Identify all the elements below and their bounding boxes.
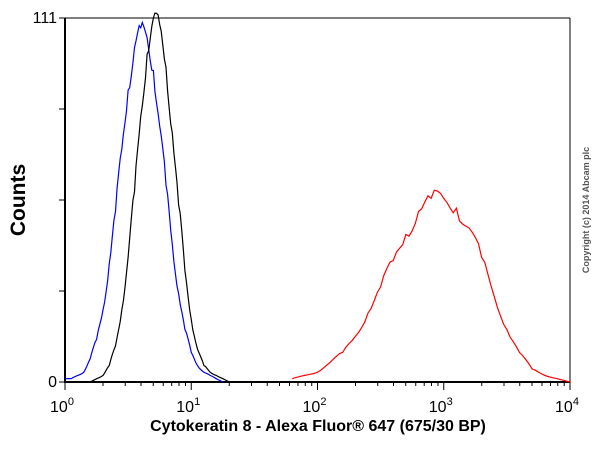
series-group [65, 12, 571, 383]
histogram-series-2 [292, 189, 571, 383]
y-axis-title: Counts [7, 164, 30, 236]
histogram-series-1 [83, 12, 230, 383]
axes [59, 17, 571, 390]
copyright-annotation: Copyright (c) 2014 Abcam plc [581, 147, 591, 273]
x-tick-label: 101 [176, 396, 200, 416]
y-tick-label: 111 [33, 10, 57, 27]
histogram-series-0 [65, 20, 224, 383]
tick-labels: 100 101 102 103 104 0 111 [33, 10, 579, 416]
x-tick-label: 102 [303, 396, 327, 416]
x-axis-title: Cytokeratin 8 - Alexa Fluor® 647 (675/30… [150, 418, 486, 435]
x-tick-label: 103 [429, 396, 453, 416]
x-tick-label: 104 [555, 396, 579, 416]
y-tick-label: 0 [48, 374, 57, 391]
x-tick-label: 100 [50, 396, 74, 416]
